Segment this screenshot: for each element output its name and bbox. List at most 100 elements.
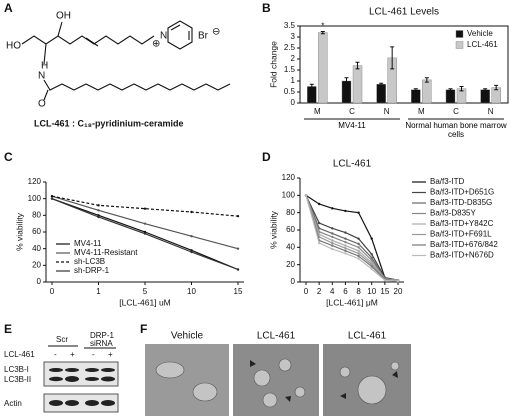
atom-label: OH (56, 11, 71, 22)
point (357, 249, 360, 252)
charge: ⊕ (152, 39, 160, 50)
series-line (305, 195, 399, 281)
bar (411, 89, 421, 104)
atom-label: N (160, 31, 167, 42)
point (190, 250, 193, 254)
point (344, 252, 347, 255)
point (331, 232, 334, 235)
point (331, 227, 334, 230)
point (331, 235, 334, 239)
micrograph-label: Vehicle (171, 331, 204, 342)
series-line (305, 194, 399, 281)
y-axis-label: % viability (14, 212, 24, 251)
blot-row: LC3B-II (4, 375, 31, 384)
x-tick-label: 0 (304, 287, 309, 296)
legend-label: MV4-11 (74, 239, 102, 248)
point (344, 247, 347, 250)
blot-sign: + (70, 350, 75, 359)
point (331, 239, 334, 242)
blot-row: LC3B-I (4, 365, 29, 374)
group-label: MV4-11 (338, 121, 366, 130)
legend-label: sh-LC3B (74, 257, 105, 266)
point (357, 246, 360, 249)
legend-swatch (455, 30, 464, 38)
x-tick-label: 0 (50, 287, 55, 296)
y-tick-label: 120 (28, 177, 42, 186)
error-bar (459, 86, 464, 92)
point (50, 194, 54, 198)
error-bar (390, 46, 395, 70)
bar (445, 89, 456, 104)
blot-membrane (43, 361, 119, 387)
error-bar (483, 88, 488, 92)
blot-sign: - (92, 350, 95, 359)
bar (352, 65, 363, 104)
point (370, 253, 373, 256)
point (331, 207, 334, 210)
x-axis-label: [LCL-461] uM (119, 297, 171, 307)
point (331, 247, 334, 251)
blot-treatment: LCL-461 (4, 350, 35, 359)
bar (422, 79, 432, 104)
x-tick-label: 10 (187, 287, 196, 296)
point (370, 267, 373, 271)
error-bar (355, 61, 360, 70)
point (331, 241, 334, 245)
group-label: Normal human bone marrow cells (405, 121, 507, 139)
legend-label: Ba/f3-ITD+D651G (430, 188, 494, 197)
y-tick-label: 60 (286, 225, 295, 234)
legend-label: Vehicle (467, 29, 493, 38)
x-axis-label: [LCL-461] μM (326, 297, 378, 307)
blot-column: siRNA (90, 339, 113, 348)
legend-label: Ba/f3-ITD+F691L (430, 230, 492, 239)
point (236, 268, 240, 271)
x-tick-label: 5 (143, 287, 148, 296)
structure-bonds (21, 20, 231, 101)
y-tick-label: 100 (282, 190, 296, 199)
point (331, 244, 334, 247)
point (236, 214, 240, 218)
series-line (51, 195, 239, 217)
x-tick-label: 20 (394, 287, 403, 296)
point (317, 241, 321, 245)
y-tick-label: 60 (32, 227, 41, 236)
legend-label: Ba/f3-ITD+N676D (430, 251, 494, 260)
atom-label: HO (6, 41, 21, 52)
y-tick-label: 80 (32, 210, 41, 219)
x-tick-label: N (488, 107, 494, 116)
error-bar (448, 88, 453, 92)
error-bar (413, 88, 418, 92)
error-bar (344, 77, 349, 85)
point (50, 197, 54, 200)
point (357, 252, 360, 255)
legend-label: Ba/f3-ITD+Y842C (430, 219, 494, 228)
group-label-box: MV4-11 (338, 121, 366, 130)
x-tick-label: C (349, 107, 355, 116)
y-tick-label: 20 (32, 260, 41, 269)
blot-sign: - (54, 350, 57, 359)
point (357, 237, 360, 240)
point (97, 215, 100, 219)
panel-label: D (262, 150, 271, 164)
series-line (305, 195, 399, 282)
micrograph-label: LCL-461 (257, 331, 296, 342)
point (344, 249, 347, 252)
error-bar (320, 31, 325, 35)
atom-label: O (38, 99, 46, 110)
panel-label: C (4, 150, 13, 164)
y-axis-label: % viability (268, 210, 278, 249)
y-tick-label: 0 (291, 277, 296, 286)
x-tick-label: 4 (330, 287, 335, 296)
blot-column: Scr (56, 335, 68, 344)
point (190, 210, 193, 214)
group-label-box: Normal human bone marrow cells (405, 121, 507, 139)
y-axis-label: Fold change (268, 41, 278, 88)
y-tick-label: 0 (37, 277, 42, 286)
x-tick-label: 15 (380, 287, 389, 296)
x-tick-label: 15 (234, 287, 243, 296)
legend-label: LCL-461 (467, 40, 498, 49)
blot-sign: + (108, 350, 113, 359)
legend-label: Ba/f3-ITD (430, 177, 464, 186)
compound-name: LCL-461 : C₁₈-pyridinium-ceramide (34, 118, 183, 128)
legend-label: Ba/f3-ITD+676/842 (430, 240, 498, 249)
